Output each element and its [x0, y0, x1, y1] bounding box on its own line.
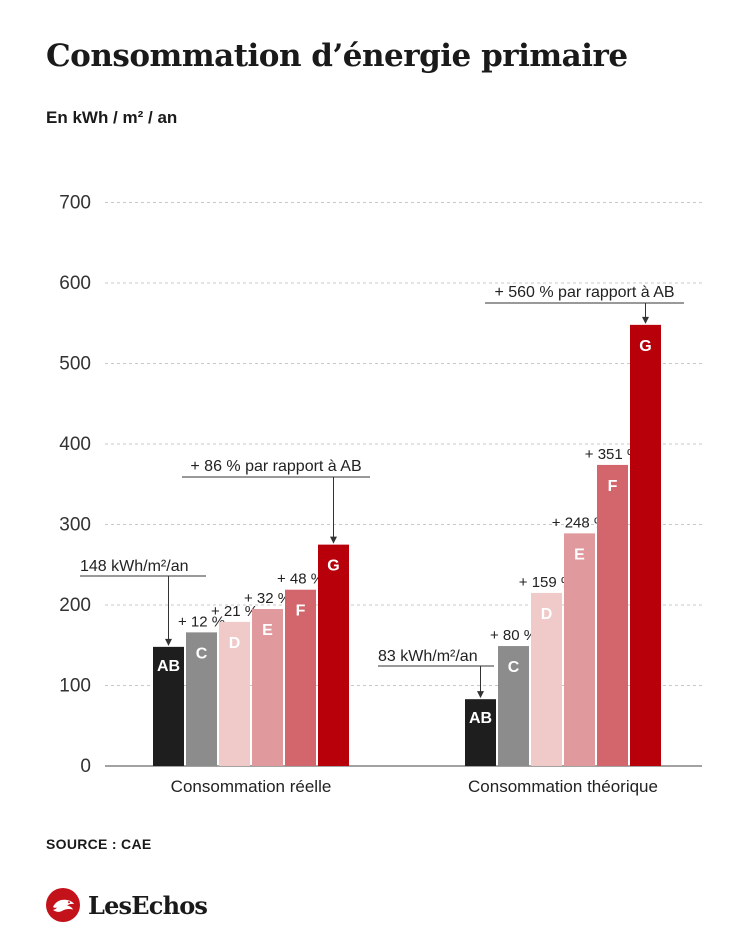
y-tick-label-600: 600	[59, 273, 91, 294]
group-1-top-annotation: + 86 % par rapport à AB	[190, 458, 361, 475]
brand: LesEchos	[46, 888, 208, 922]
group-2-bar-g	[630, 324, 661, 766]
source-note: SOURCE : CAE	[46, 836, 152, 852]
group-1-bar-letter-f: F	[296, 603, 306, 620]
group-1-bar-c	[186, 632, 217, 766]
group-2-bar-letter-f: F	[608, 478, 618, 495]
group-2-bar-letter-e: E	[574, 546, 585, 563]
group-1-top-annotation-arrowhead	[330, 536, 337, 544]
group-2-increase-label-f: + 351 %	[585, 446, 640, 463]
brand-name: LesEchos	[88, 890, 208, 920]
group-1-category-label: Consommation réelle	[171, 777, 332, 796]
group-1-increase-label-d: + 21 %	[211, 603, 258, 620]
group-1-bar-letter-e: E	[262, 622, 273, 639]
chart-title: Consommation d’énergie primaire	[46, 38, 628, 74]
group-1-bar-letter-c: C	[196, 645, 208, 662]
group-1-bar-letter-d: D	[229, 635, 241, 652]
group-2-top-annotation-arrowhead	[642, 316, 649, 324]
group-1-bar-e	[252, 609, 283, 766]
y-tick-label-300: 300	[59, 515, 91, 536]
group-2-category-label: Consommation théorique	[468, 777, 658, 796]
group-2-base-annotation-arrowhead	[477, 691, 484, 699]
y-tick-label-200: 200	[59, 595, 91, 616]
group-2-bar-f	[597, 464, 628, 766]
y-tick-label-700: 700	[59, 193, 91, 214]
group-1-bar-f	[285, 589, 316, 766]
group-2-bar-letter-d: D	[541, 606, 553, 623]
group-1-bar-d	[219, 621, 250, 766]
group-2-bar-d	[531, 592, 562, 766]
group-1-increase-label-e: + 32 %	[244, 590, 291, 607]
group-2-bar-letter-c: C	[508, 659, 520, 676]
chart-subtitle: En kWh / m² / an	[46, 108, 178, 127]
group-1-increase-label-c: + 12 %	[178, 613, 225, 630]
group-2-bar-letter-g: G	[639, 338, 651, 355]
group-2-increase-label-c: + 80 %	[490, 627, 537, 644]
y-tick-label-0: 0	[80, 756, 91, 777]
group-1-bar-letter-ab: AB	[157, 658, 180, 675]
group-2-base-annotation: 83 kWh/m²/an	[378, 648, 478, 665]
group-2-bar-e	[564, 533, 595, 766]
group-1-bar-letter-g: G	[327, 558, 339, 575]
group-2-top-annotation: + 560 % par rapport à AB	[494, 284, 674, 301]
group-1-bar-g	[318, 544, 349, 766]
y-tick-label-500: 500	[59, 354, 91, 375]
group-2-bar-c	[498, 646, 529, 766]
y-tick-label-400: 400	[59, 434, 91, 455]
group-2-bar-letter-ab: AB	[469, 710, 492, 727]
y-tick-label-100: 100	[59, 676, 91, 697]
group-1-bar-ab	[153, 646, 184, 766]
group-1-increase-label-f: + 48 %	[277, 571, 324, 588]
group-1-base-annotation: 148 kWh/m²/an	[80, 558, 188, 575]
les-echos-logo-icon	[46, 888, 80, 922]
group-1-base-annotation-arrowhead	[165, 638, 172, 646]
group-2-bar-ab	[465, 699, 496, 766]
group-2-increase-label-e: + 248 %	[552, 514, 607, 531]
group-2-increase-label-d: + 159 %	[519, 574, 574, 591]
